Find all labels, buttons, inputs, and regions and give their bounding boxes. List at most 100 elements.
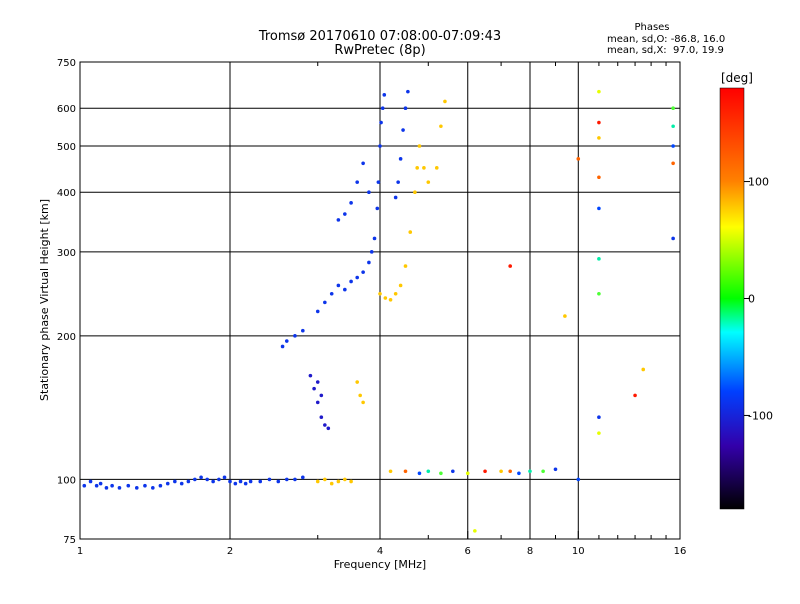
data-point (378, 291, 382, 296)
data-point (349, 201, 353, 205)
data-point (376, 180, 381, 184)
data-point (443, 99, 447, 104)
data-point (233, 481, 238, 486)
series (280, 93, 387, 349)
data-point (383, 296, 388, 300)
x-tick-label: 8 (527, 546, 533, 557)
data-point (597, 120, 601, 125)
data-point (393, 291, 398, 296)
data-point (343, 477, 347, 482)
data-point (323, 477, 327, 482)
data-point (308, 373, 313, 378)
data-point (315, 479, 320, 484)
y-tick-label: 600 (57, 104, 76, 115)
x-tick-label: 1 (77, 546, 83, 557)
data-point (641, 367, 646, 372)
grid-lines (80, 62, 680, 539)
data-point (393, 195, 398, 200)
data-point (336, 283, 341, 288)
data-point (301, 328, 305, 333)
colorbar-gradient (719, 87, 745, 510)
data-point (434, 166, 439, 170)
data-point (403, 264, 408, 268)
data-point (426, 180, 431, 184)
data-point (193, 477, 197, 482)
colorbar: [deg] 100 0 -100 (719, 71, 773, 510)
data-point (398, 157, 403, 161)
data-point (671, 106, 675, 111)
data-point (422, 166, 426, 170)
data-point (597, 206, 601, 211)
data-point (426, 469, 431, 474)
data-point (413, 190, 417, 195)
y-axis-label: Stationary phase Virtual Height [km] (38, 199, 51, 401)
data-point (382, 93, 387, 97)
data-point (408, 230, 413, 234)
data-point (315, 400, 320, 405)
x-tick-label: 4 (377, 546, 383, 557)
data-point (375, 206, 380, 211)
data-point (369, 250, 374, 254)
data-point (372, 236, 377, 241)
data-point (597, 89, 601, 94)
data-point (597, 415, 601, 420)
data-point (388, 297, 393, 302)
data-point (323, 423, 327, 427)
series (336, 89, 410, 222)
data-point (465, 471, 470, 476)
data-point (110, 483, 114, 488)
data-point (267, 477, 272, 482)
data-point (336, 218, 341, 222)
data-point (173, 479, 177, 484)
data-point (205, 477, 209, 482)
data-point (319, 393, 324, 398)
data-point (563, 314, 567, 318)
data-point (508, 264, 512, 268)
data-point (671, 124, 675, 129)
data-point (403, 106, 408, 111)
series (388, 89, 675, 533)
x-tick-label: 10 (572, 546, 585, 557)
y-tick-label: 100 (57, 475, 76, 486)
data-point (248, 479, 253, 484)
data-point (597, 136, 601, 140)
y-tick-label: 200 (57, 332, 76, 343)
data-point (355, 380, 359, 384)
data-point (358, 393, 362, 398)
data-point (117, 486, 122, 490)
data-point (199, 475, 203, 480)
series (82, 475, 305, 490)
colorbar-tick-label: 0 (748, 293, 755, 306)
data-point (222, 475, 227, 480)
data-point (355, 180, 359, 184)
data-point (312, 386, 316, 391)
data-point (280, 344, 285, 349)
data-point (158, 483, 163, 488)
data-point (396, 180, 400, 184)
data-point (315, 380, 320, 384)
phases-heading: Phases (634, 22, 669, 33)
data-point (597, 431, 601, 435)
data-point (576, 157, 581, 161)
data-point (367, 190, 371, 195)
chart-title: Tromsø 20170610 07:08:00-07:09:43 (258, 29, 501, 44)
data-point (398, 283, 403, 288)
data-point (179, 481, 184, 486)
data-point (671, 236, 675, 241)
data-point (343, 287, 347, 292)
data-point (451, 469, 455, 474)
data-point (349, 479, 353, 484)
data-point (336, 479, 341, 484)
data-point (88, 479, 93, 484)
data-point (417, 471, 422, 476)
data-point (238, 479, 243, 484)
y-tick-label: 400 (57, 188, 76, 199)
data-point (380, 106, 385, 111)
data-point (597, 291, 601, 296)
data-point (553, 467, 558, 472)
data-point (329, 291, 334, 296)
data-point (403, 469, 408, 474)
data-point (98, 481, 103, 486)
data-point (671, 161, 675, 166)
data-point (415, 166, 419, 170)
